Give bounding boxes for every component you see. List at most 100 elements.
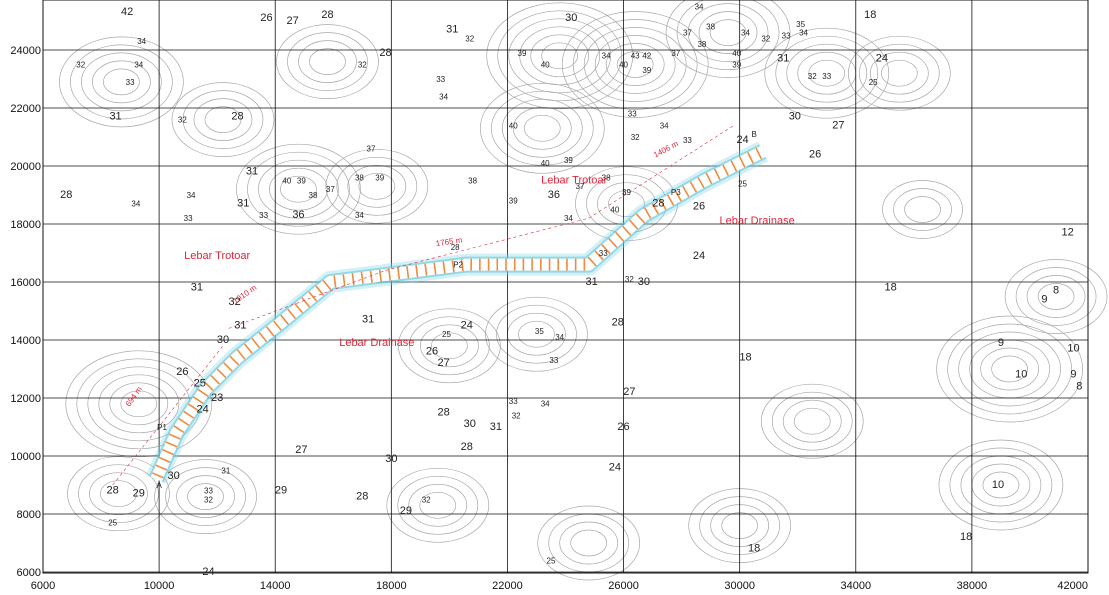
elevation-label: 43	[631, 52, 640, 61]
elevation-label: 25	[108, 519, 117, 528]
y-tick-label: 10000	[10, 451, 41, 463]
elevation-label: 33	[683, 136, 692, 145]
elevation-label: 24	[202, 566, 214, 578]
cross-section-mark	[360, 271, 364, 284]
elevation-label: 28	[107, 485, 119, 497]
cross-section-mark	[369, 270, 373, 283]
contour-line	[325, 148, 429, 224]
y-tick-label: 22000	[10, 103, 41, 115]
station-point-label: P3	[671, 188, 681, 197]
cross-section-mark	[203, 381, 214, 391]
elevation-label: 32	[625, 275, 634, 284]
contour-line	[298, 40, 357, 83]
elevation-label: 35	[796, 20, 805, 29]
cross-section-mark	[265, 326, 275, 337]
cross-section-mark	[378, 269, 382, 282]
elevation-label: 26	[617, 421, 629, 433]
cross-section-mark	[251, 337, 260, 349]
cross-section-mark	[659, 198, 667, 211]
elevation-label: 29	[133, 488, 145, 500]
cross-section-mark	[155, 464, 168, 471]
elevation-label: 8	[1053, 285, 1059, 297]
contour-line	[431, 332, 468, 360]
elevation-label: 28	[321, 9, 333, 21]
contour-line	[287, 32, 368, 91]
road-annotation: 1765 m	[435, 235, 463, 248]
elevation-label: 9	[1070, 369, 1076, 381]
contour-line	[258, 159, 339, 219]
elevation-label: 23	[211, 392, 223, 404]
elevation-label: 28	[60, 189, 72, 201]
elevation-label: 34	[602, 52, 611, 61]
elevation-label: 40	[509, 121, 518, 130]
elevation-label: 33	[628, 110, 637, 119]
contour-line	[386, 467, 490, 543]
cross-section-mark	[666, 194, 675, 206]
contour-line	[548, 513, 630, 573]
contour-line	[347, 164, 407, 208]
x-tick-label: 18000	[376, 580, 407, 592]
elevation-label: 25	[738, 179, 747, 188]
elevation-label: 27	[437, 357, 449, 369]
cross-section-mark	[342, 274, 346, 287]
elevation-label: 39	[509, 197, 518, 206]
cross-section-mark	[197, 388, 209, 397]
cross-section-mark	[173, 425, 185, 434]
elevation-label: 32	[178, 116, 187, 125]
contour-line	[247, 151, 350, 227]
cross-section-mark	[722, 164, 729, 176]
cross-section-mark	[689, 181, 698, 193]
contour-line	[100, 480, 137, 508]
contour-line	[193, 98, 253, 141]
elevation-label: 28	[231, 111, 243, 123]
elevation-label: 30	[464, 418, 476, 430]
elevation-label: 40	[282, 176, 291, 185]
contour-line	[969, 339, 1050, 399]
contour-line	[182, 90, 264, 149]
elevation-label: 26	[426, 346, 438, 358]
cross-section-mark	[615, 231, 625, 242]
elevation-label: 24	[197, 404, 209, 416]
elevation-label: 30	[217, 334, 229, 346]
elevation-label: 32	[808, 72, 817, 81]
elevation-label: 33	[204, 487, 213, 496]
cross-section-mark	[697, 177, 705, 189]
elevation-label: 8	[1076, 380, 1082, 392]
elevation-label: 32	[358, 60, 367, 69]
elevation-label: 10	[1015, 369, 1027, 381]
contour-line	[358, 172, 396, 200]
elevation-label: 31	[362, 314, 374, 326]
cross-section-mark	[229, 355, 240, 366]
elevation-label: 34	[564, 214, 573, 223]
contour-line	[594, 35, 676, 94]
cross-section-mark	[451, 260, 455, 273]
elevation-label: 34	[741, 29, 750, 38]
elevation-label: 25	[442, 330, 451, 339]
dimension-line	[385, 217, 589, 271]
elevation-label: 33	[549, 356, 558, 365]
contour-line	[991, 355, 1028, 383]
cross-section-mark	[351, 273, 355, 286]
elevation-label: 27	[832, 119, 844, 131]
cross-section-mark	[705, 172, 713, 185]
cross-section-mark	[713, 168, 721, 181]
contour-line	[608, 190, 645, 218]
elevation-label: 30	[385, 453, 397, 465]
contour-line	[496, 304, 577, 364]
contour-line	[103, 68, 140, 96]
elevation-label: 30	[168, 470, 180, 482]
contour-line	[204, 106, 242, 133]
contour-line	[764, 27, 890, 119]
cross-section-mark	[738, 156, 746, 168]
elevation-label: 9	[998, 337, 1004, 349]
contour-line	[583, 27, 687, 102]
contour-line	[949, 447, 1053, 523]
station-point-label: P1	[157, 423, 167, 432]
elevation-label: 28	[437, 406, 449, 418]
contour-line	[1026, 275, 1086, 318]
elevation-label: 12	[1062, 227, 1074, 239]
elevation-label: 25	[194, 377, 206, 389]
cross-section-mark	[635, 213, 646, 224]
contour-line	[530, 34, 590, 78]
cross-section-mark	[433, 262, 437, 275]
